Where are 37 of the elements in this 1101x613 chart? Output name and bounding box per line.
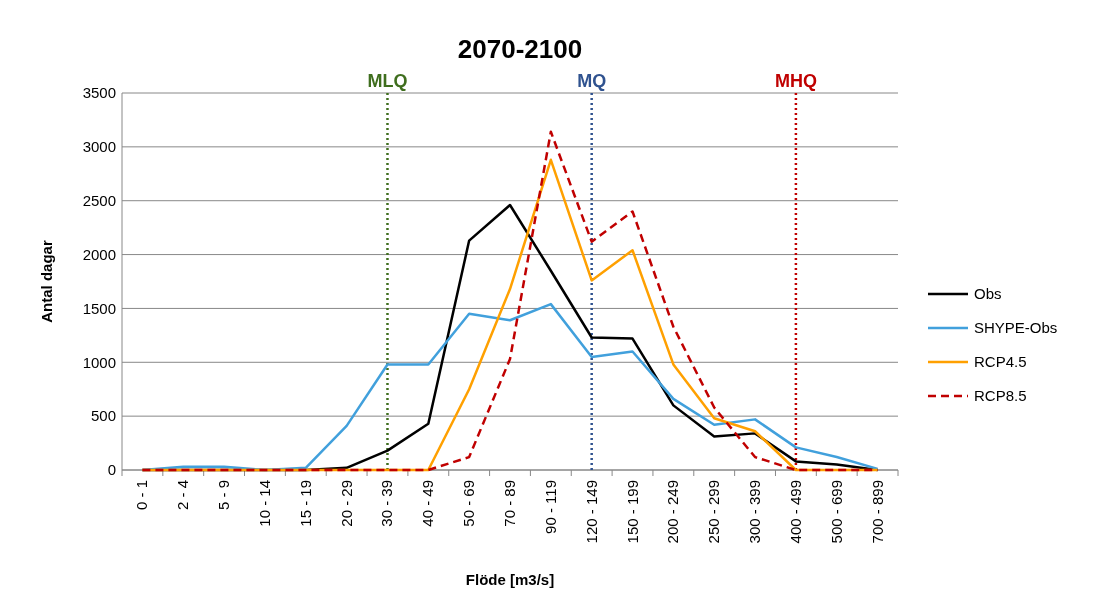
y-tick-label: 2000 — [82, 245, 116, 263]
x-tick-label: 400 - 499 — [786, 480, 804, 544]
y-tick-label: 500 — [90, 407, 116, 425]
y-axis-title: Antal dagar — [38, 240, 55, 323]
legend-label: Obs — [974, 285, 1002, 303]
ref-line-label: MHQ — [774, 71, 817, 91]
x-axis-title: Flöde [m3/s] — [465, 571, 555, 588]
x-tick-label: 40 - 49 — [419, 480, 437, 527]
legend-label: RCP4.5 — [974, 353, 1027, 371]
y-tick-label: 1000 — [82, 353, 116, 371]
x-tick-label: 20 - 29 — [337, 480, 355, 527]
x-tick-label: 2 - 4 — [174, 480, 192, 511]
x-tick-label: 200 - 249 — [664, 480, 682, 544]
chart-title: 2070-2100 — [457, 34, 583, 64]
x-tick-label: 30 - 39 — [378, 480, 396, 527]
x-tick-label: 700 - 899 — [868, 480, 886, 544]
x-tick-label: 10 - 14 — [255, 480, 273, 527]
x-tick-label: 5 - 9 — [215, 480, 233, 511]
y-tick-label: 3000 — [82, 138, 116, 156]
ref-line-label: MLQ — [367, 71, 408, 91]
y-tick-label: 3500 — [82, 84, 116, 102]
x-tick-label: 50 - 69 — [460, 480, 478, 527]
x-tick-label: 15 - 19 — [296, 480, 314, 527]
y-tick-label: 2500 — [82, 191, 116, 209]
x-tick-label: 0 - 1 — [133, 480, 151, 511]
x-tick-label: 120 - 149 — [582, 480, 600, 544]
x-tick-label: 300 - 399 — [746, 480, 764, 544]
x-tick-label: 90 - 119 — [541, 480, 559, 534]
ref-line-label: MQ — [577, 71, 607, 91]
x-tick-label: 150 - 199 — [623, 480, 641, 544]
x-tick-label: 500 - 699 — [827, 480, 845, 544]
y-tick-label: 1500 — [82, 299, 116, 317]
legend-label: SHYPE-Obs — [974, 319, 1058, 337]
x-tick-label: 70 - 89 — [501, 480, 518, 527]
legend-label: RCP8.5 — [974, 387, 1027, 405]
x-tick-label: 250 - 299 — [705, 480, 723, 544]
y-tick-label: 0 — [107, 461, 116, 479]
